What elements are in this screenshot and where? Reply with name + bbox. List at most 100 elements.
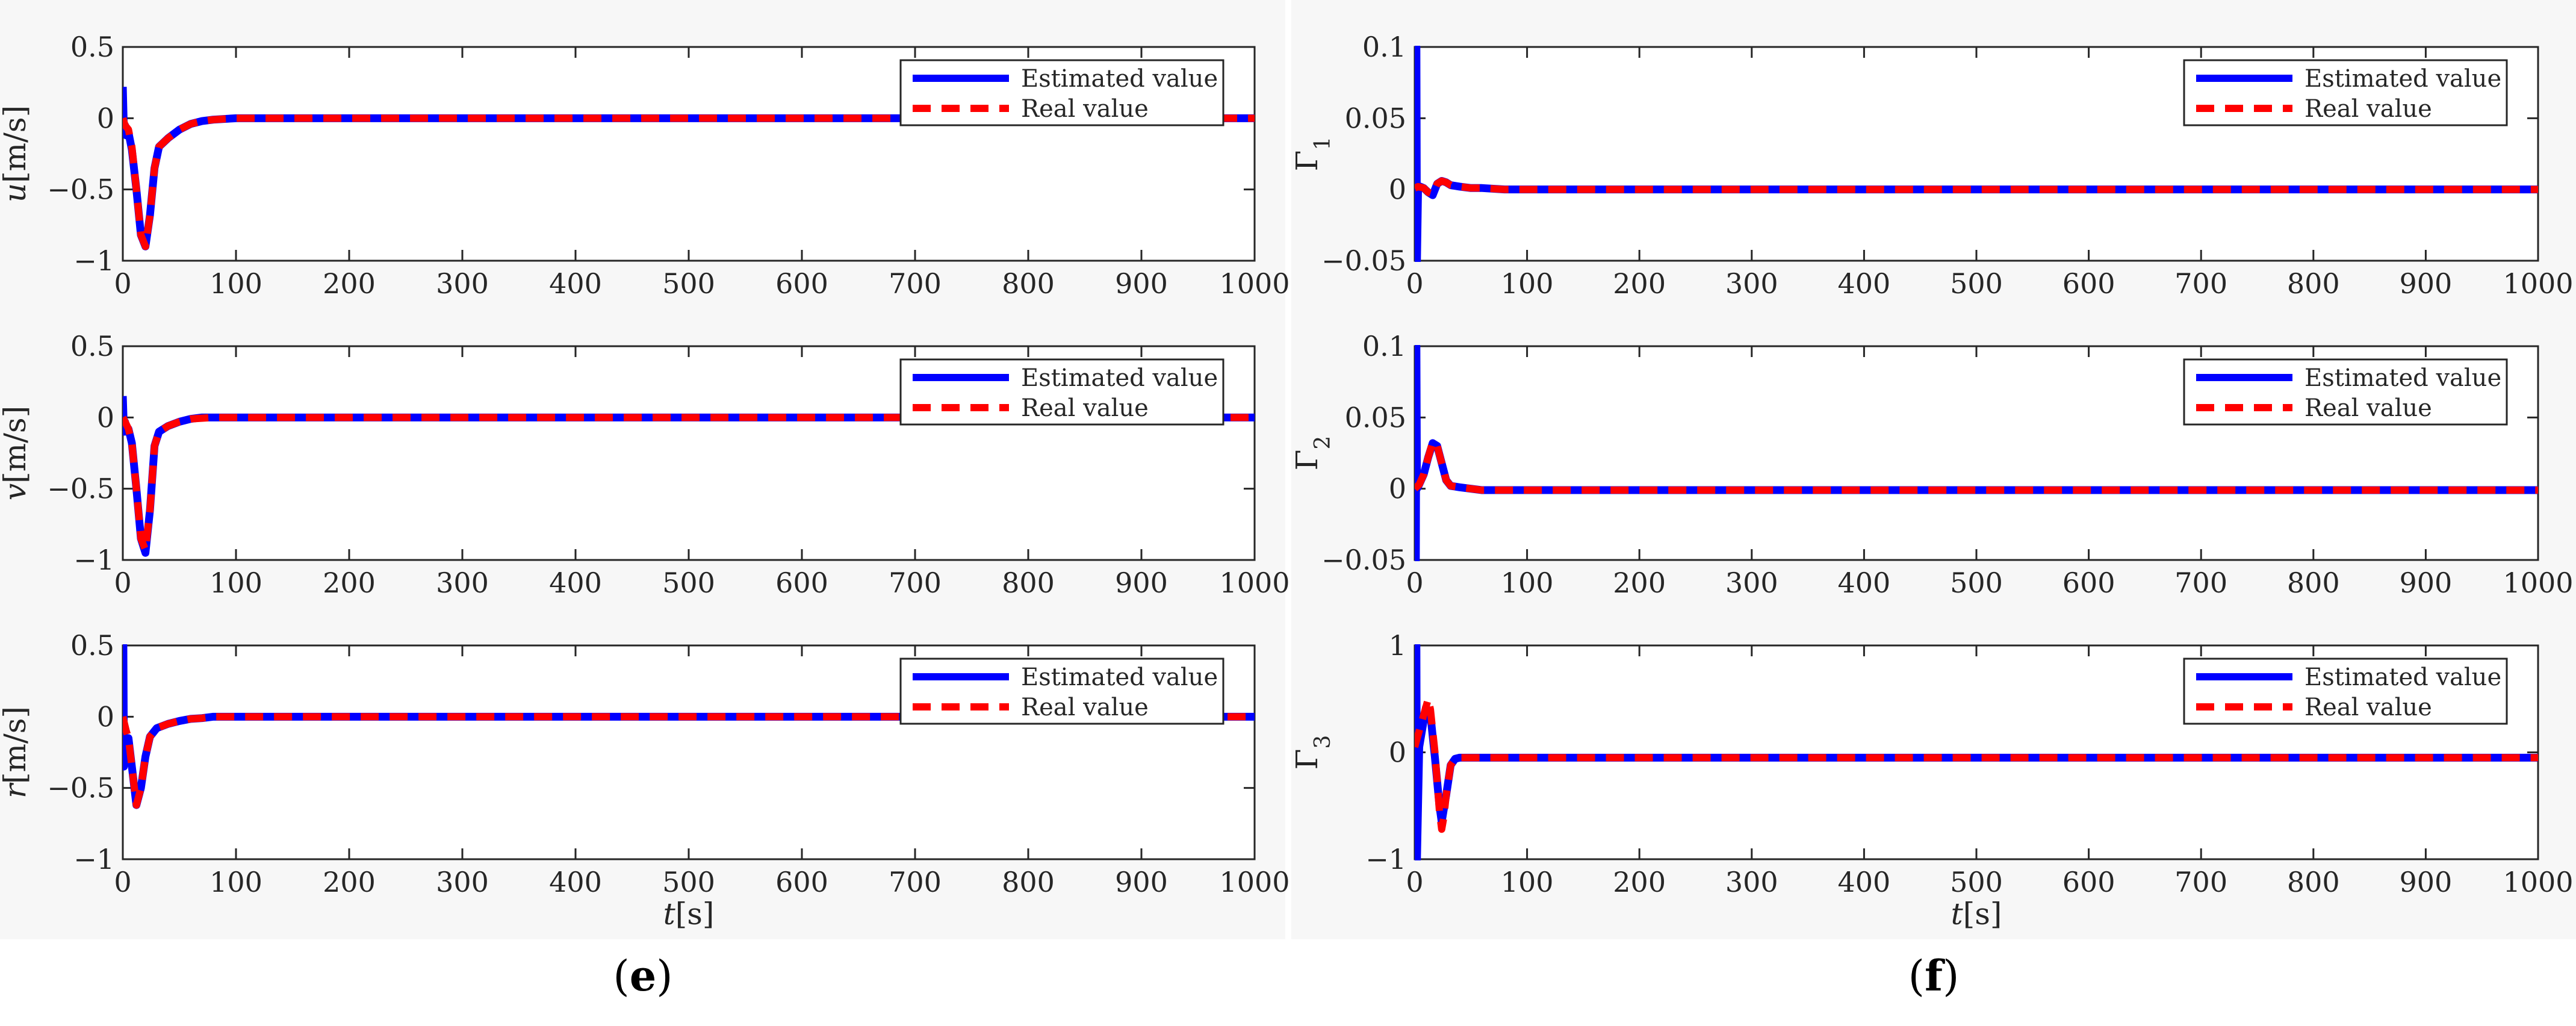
legend: Estimated value Real value [2183, 658, 2508, 725]
y-axis-label: Γ1 [1290, 137, 1335, 172]
x-tick-label: 600 [2062, 866, 2115, 898]
y-tick-label: 0 [1389, 473, 1406, 505]
x-tick-label: 600 [775, 567, 828, 599]
x-tick-label: 800 [1002, 866, 1055, 898]
x-tick-label: 900 [2399, 267, 2452, 300]
x-tick-label: 1000 [2503, 267, 2573, 300]
x-tick-label: 300 [1725, 267, 1778, 300]
series-estimated-value-line [1415, 345, 2538, 561]
y-tick-label: 0 [97, 102, 114, 134]
x-tick-label: 100 [1501, 267, 1554, 300]
legend-entry-label: Estimated value [1021, 364, 1218, 392]
x-tick-label: 300 [436, 267, 489, 300]
y-tick-label: −0.05 [1321, 244, 1406, 277]
legend-entry-label: Real value [2304, 394, 2432, 422]
x-tick-label: 800 [1002, 567, 1055, 599]
legend-entry-label: Estimated value [2304, 65, 2501, 93]
x-tick-label: 900 [2399, 567, 2452, 599]
y-tick-label: 0.5 [70, 31, 114, 63]
x-tick-label: 200 [323, 866, 376, 898]
y-axis-label: Γ3 [1290, 735, 1335, 770]
x-tick-label: 900 [1115, 567, 1168, 599]
x-tick-label: 500 [662, 267, 715, 300]
x-tick-label: 700 [889, 267, 942, 300]
x-tick-label: 500 [1950, 267, 2003, 300]
x-tick-label: 0 [114, 267, 131, 300]
x-tick-label: 400 [1837, 267, 1890, 300]
y-tick-label: −1 [73, 843, 114, 875]
y-tick-label: 0.5 [70, 330, 114, 362]
y-tick-label: 0 [1389, 173, 1406, 206]
x-tick-label: 400 [1837, 567, 1890, 599]
x-tick-label: 800 [2287, 267, 2340, 300]
x-tick-label: 200 [323, 267, 376, 300]
x-tick-label: 300 [436, 567, 489, 599]
x-tick-label: 1000 [2503, 567, 2573, 599]
legend: Estimated value Real value [899, 658, 1224, 725]
legend-entry-label: Real value [2304, 95, 2432, 123]
y-tick-label: −0.05 [1321, 544, 1406, 576]
subplot-4: 0 100 200 300 400 500 600 700 800 900 1000−0.0500.… [1290, 31, 2574, 300]
x-tick-label: 600 [775, 866, 828, 898]
x-tick-label: 0 [114, 866, 131, 898]
series-real-value-line [1415, 177, 2538, 197]
legend-entry-label: Estimated value [2304, 664, 2501, 691]
legend-entry-label: Estimated value [1021, 65, 1218, 93]
x-tick-label: 0 [114, 567, 131, 599]
caption-e: (e) [613, 951, 672, 1001]
x-tick-label: 900 [1115, 866, 1168, 898]
legend-entry-label: Estimated value [1021, 664, 1218, 691]
x-tick-label: 500 [1950, 866, 2003, 898]
x-tick-label: 900 [2399, 866, 2452, 898]
legend-entry-label: Real value [1021, 694, 1149, 721]
y-tick-label: 0.05 [1345, 401, 1406, 434]
subplot-3: 0 100 200 300 400 500 600 700 800 900 1000 −1 −0.5 0 0… [0, 629, 1290, 931]
y-tick-label: 0 [1389, 736, 1406, 769]
legend-entry-label: Real value [1021, 95, 1149, 123]
y-axis-label: v[m/s] [0, 406, 33, 500]
x-tick-label: 700 [2174, 267, 2227, 300]
x-axis-label: t[s] [1951, 897, 2002, 931]
y-tick-label: 0.1 [1362, 31, 1406, 63]
x-tick-label: 400 [549, 267, 602, 300]
x-tick-label: 1000 [1219, 267, 1290, 300]
series-real-value-line [123, 713, 1255, 809]
y-tick-label: −0.5 [47, 173, 114, 206]
x-axis-label: t[s] [663, 897, 715, 931]
x-tick-label: 600 [2062, 567, 2115, 599]
y-tick-label: −1 [73, 244, 114, 277]
x-tick-label: 1000 [2503, 866, 2573, 898]
x-tick-label: 100 [1501, 567, 1554, 599]
series-real-value-line [1415, 438, 2538, 494]
y-tick-label: −1 [1365, 843, 1406, 875]
y-tick-label: 0.5 [70, 629, 114, 662]
x-tick-label: 1000 [1219, 567, 1290, 599]
legend-frame [899, 59, 1224, 126]
x-tick-label: 900 [1115, 267, 1168, 300]
x-tick-label: 100 [1501, 866, 1554, 898]
x-tick-label: 500 [662, 866, 715, 898]
legend-frame [2183, 59, 2508, 126]
legend-entry-label: Real value [2304, 694, 2432, 721]
y-axis-label: r[m/s] [0, 706, 33, 798]
x-tick-label: 400 [549, 866, 602, 898]
x-tick-label: 800 [2287, 567, 2340, 599]
x-tick-label: 1000 [1219, 866, 1290, 898]
x-tick-label: 0 [1406, 267, 1423, 300]
y-tick-label: 1 [1389, 629, 1406, 662]
x-tick-label: 400 [549, 567, 602, 599]
x-tick-label: 500 [1950, 567, 2003, 599]
x-tick-label: 700 [2174, 866, 2227, 898]
legend-frame [2183, 658, 2508, 725]
x-tick-label: 0 [1406, 567, 1423, 599]
x-tick-label: 300 [1725, 866, 1778, 898]
y-tick-label: −0.5 [47, 473, 114, 505]
series-real-value-line [123, 414, 1255, 554]
x-tick-label: 800 [2287, 866, 2340, 898]
y-tick-label: 0 [97, 401, 114, 434]
legend-frame [899, 358, 1224, 426]
